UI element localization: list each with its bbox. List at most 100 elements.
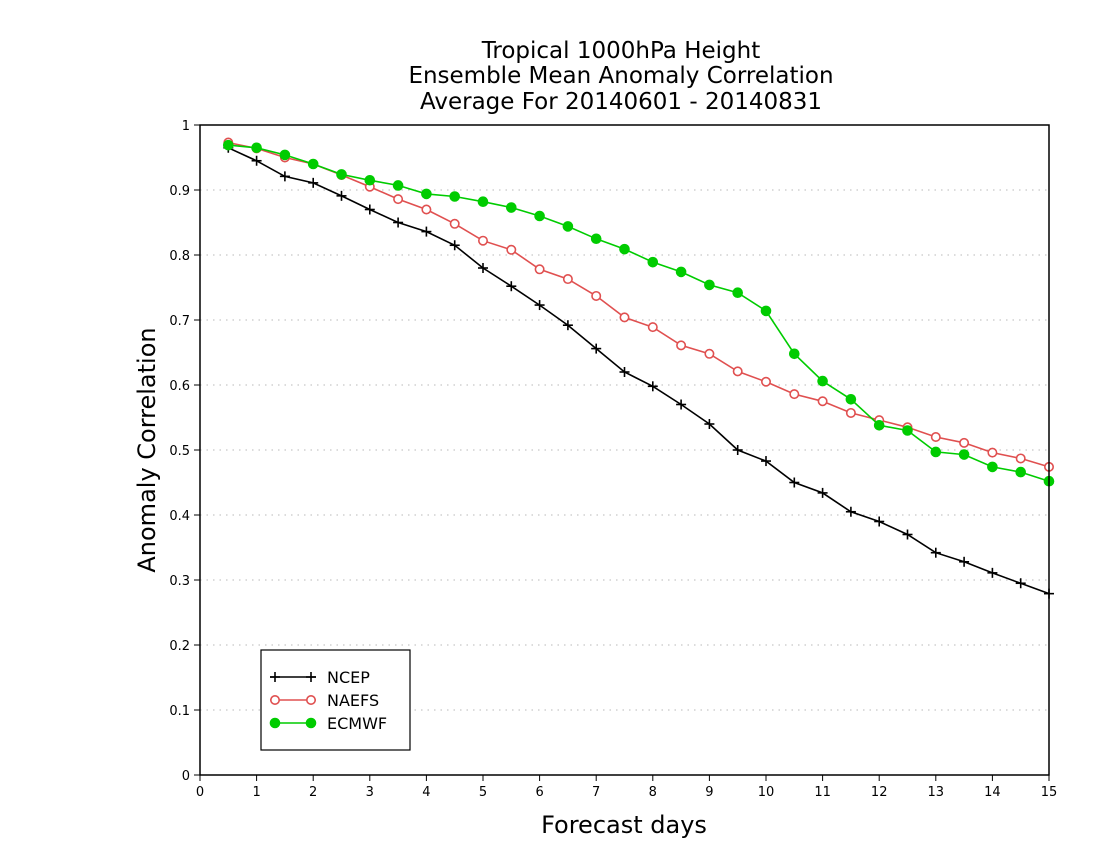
data-point-naefs <box>930 431 941 442</box>
data-point-ecmwf <box>477 196 489 207</box>
data-point-ecmwf <box>789 348 800 360</box>
y-tick-label: 0.9 <box>169 184 190 199</box>
data-point-ncep <box>591 343 602 354</box>
x-tick-label: 11 <box>814 785 831 800</box>
data-point-ecmwf <box>223 139 234 151</box>
data-point-naefs <box>1015 453 1026 464</box>
x-tick-label: 8 <box>649 785 657 800</box>
y-tick-label: 0.3 <box>169 574 190 589</box>
x-tick-label: 9 <box>705 785 713 800</box>
data-point-ncep <box>732 445 743 455</box>
series-naefs <box>223 137 1055 472</box>
x-tick-label: 5 <box>479 785 487 800</box>
data-point-ncep <box>817 487 828 498</box>
data-point-ecmwf <box>279 149 291 161</box>
data-point-ncep <box>251 155 262 166</box>
x-tick-label: 6 <box>535 785 543 800</box>
data-point-ecmwf <box>590 233 602 245</box>
x-tick-label: 1 <box>252 785 260 800</box>
series-line-naefs <box>228 141 1050 468</box>
y-tick-label: 0 <box>182 769 190 784</box>
legend-marker-ecmwf <box>269 717 281 729</box>
data-point-naefs <box>987 447 998 458</box>
data-point-ecmwf <box>817 375 828 387</box>
data-point-naefs <box>789 389 800 400</box>
data-point-ecmwf <box>675 266 687 278</box>
data-point-ncep <box>704 419 715 429</box>
x-axis-ticks: 0 1 2 3 4 5 6 7 8 9 10 11 12 13 14 15 <box>196 775 1057 800</box>
x-tick-label: 13 <box>928 785 945 800</box>
data-point-ncep <box>562 320 573 331</box>
data-point-ncep <box>789 477 800 488</box>
legend-entries: NCEP NAEFS ECMWF <box>269 668 387 733</box>
chart-title-line-3: Average For 20140601 - 20140831 <box>420 89 822 115</box>
data-point-ncep <box>364 204 375 215</box>
legend-label-ncep: NCEP <box>327 668 370 687</box>
data-point-naefs <box>506 244 517 255</box>
data-point-ecmwf <box>251 142 262 154</box>
data-point-ecmwf <box>647 256 659 268</box>
legend-entry-ncep: NCEP <box>270 668 370 687</box>
legend-label-ecmwf: ECMWF <box>327 714 387 733</box>
data-point-ecmwf <box>562 221 574 232</box>
data-point-ncep <box>902 529 913 540</box>
data-point-ncep <box>506 281 517 292</box>
data-point-ecmwf <box>987 461 998 473</box>
data-point-ncep <box>534 300 545 311</box>
data-point-ncep <box>308 177 319 188</box>
y-tick-label: 0.2 <box>169 639 190 654</box>
legend-entry-naefs: NAEFS <box>269 691 379 710</box>
legend: NCEP NAEFS ECMWF <box>260 649 411 751</box>
data-point-ncep <box>959 556 970 567</box>
x-tick-label: 7 <box>592 785 600 800</box>
data-point-naefs <box>676 340 687 351</box>
chart-title-line-1: Tropical 1000hPa Height <box>481 38 761 64</box>
data-point-ncep <box>874 516 885 527</box>
data-point-ncep <box>336 190 347 201</box>
grid-lines <box>200 189 1049 711</box>
data-point-ecmwf <box>704 279 715 291</box>
y-axis-ticks: 0 0.1 0.2 0.3 0.4 0.5 0.6 0.7 0.8 0.9 1 <box>169 119 200 784</box>
x-tick-label: 2 <box>309 785 317 800</box>
data-point-naefs <box>421 204 432 215</box>
data-point-ecmwf <box>1015 466 1027 478</box>
data-point-naefs <box>562 274 573 285</box>
chart-title-line-2: Ensemble Mean Anomaly Correlation <box>408 63 833 89</box>
data-point-ncep <box>421 226 432 237</box>
data-point-ecmwf <box>873 420 885 431</box>
legend-marker-ncep <box>306 672 316 682</box>
data-point-naefs <box>591 290 602 301</box>
legend-marker-naefs <box>305 694 316 705</box>
legend-marker-ncep <box>270 672 280 682</box>
legend-label-naefs: NAEFS <box>327 691 379 710</box>
data-point-ecmwf <box>392 180 404 191</box>
y-tick-label: 0.6 <box>169 379 190 394</box>
data-point-ecmwf <box>421 188 432 200</box>
data-point-ncep <box>619 367 630 377</box>
data-point-naefs <box>393 194 404 205</box>
data-point-naefs <box>647 322 658 333</box>
x-tick-label: 15 <box>1041 785 1058 800</box>
data-point-naefs <box>817 396 828 407</box>
series-line-ecmwf <box>228 144 1050 482</box>
series-line-ncep <box>227 147 1050 595</box>
data-point-naefs <box>619 312 630 323</box>
x-tick-label: 0 <box>196 785 204 800</box>
data-point-ncep <box>930 547 941 558</box>
data-point-ecmwf <box>902 425 913 436</box>
data-point-ncep <box>987 567 998 578</box>
x-axis-label: Forecast days <box>541 811 707 839</box>
data-point-ecmwf <box>307 158 319 170</box>
y-tick-label: 0.4 <box>169 509 190 524</box>
data-point-naefs <box>449 218 460 229</box>
data-point-naefs <box>732 366 743 377</box>
data-point-naefs <box>959 437 970 448</box>
data-point-ecmwf <box>449 191 461 202</box>
legend-marker-ecmwf <box>305 717 317 729</box>
y-tick-label: 0.5 <box>169 444 190 459</box>
data-point-ncep <box>449 240 460 251</box>
x-tick-label: 12 <box>871 785 888 800</box>
data-point-ecmwf <box>506 202 517 213</box>
data-point-naefs <box>760 376 771 387</box>
data-point-ncep <box>676 399 687 410</box>
